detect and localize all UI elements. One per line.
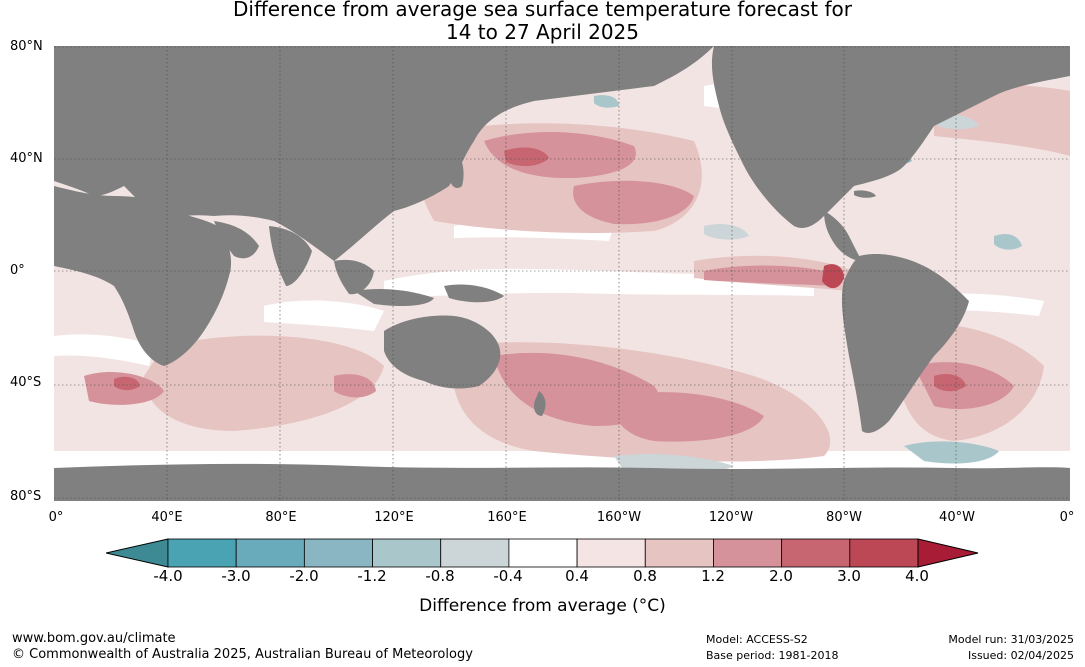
- colorbar-tick-label: -0.8: [425, 567, 455, 585]
- lon-label-80e: 80°E: [265, 510, 297, 525]
- land-masses: [54, 46, 1070, 501]
- colorbar-cell: [235, 538, 305, 568]
- lat-label-80s: 80°S: [10, 489, 42, 504]
- colorbar-cell: [167, 538, 237, 568]
- colorbar-cell: [508, 538, 578, 568]
- lat-label-80n: 80°N: [10, 39, 43, 54]
- colorbar-tick-label: -1.2: [357, 567, 387, 585]
- colorbar-cell: [303, 538, 373, 568]
- sst-anomaly-map: [54, 46, 1070, 501]
- colorbar-tick-label: 3.0: [837, 567, 861, 585]
- footer-copyright: © Commonwealth of Australia 2025, Austra…: [12, 647, 473, 662]
- lon-label-40w: 40°W: [939, 510, 975, 525]
- colorbar-cells: [167, 538, 919, 568]
- colorbar-tick-label: -4.0: [153, 567, 183, 585]
- colorbar-tick-label: 0.4: [565, 567, 589, 585]
- colorbar-tick-label: 4.0: [905, 567, 929, 585]
- lon-label-120e: 120°E: [374, 510, 414, 525]
- lon-label-120w: 120°W: [708, 510, 754, 525]
- footer-model: Model: ACCESS-S2: [706, 633, 808, 646]
- colorbar-arrow-high: [917, 538, 979, 568]
- footer-issued: Issued: 02/04/2025: [967, 649, 1074, 662]
- footer-model-run: Model run: 31/03/2025: [948, 633, 1074, 646]
- lon-label-0-right: 0°: [1059, 510, 1075, 525]
- colorbar-cell: [849, 538, 919, 568]
- lon-label-40e: 40°E: [151, 510, 183, 525]
- lon-label-80w: 80°W: [826, 510, 862, 525]
- footer-url: www.bom.gov.au/climate: [12, 631, 176, 646]
- lat-label-equator: 0°: [10, 263, 25, 278]
- colorbar-cell: [644, 538, 714, 568]
- colorbar-cell: [440, 538, 510, 568]
- graticule: [54, 46, 1070, 501]
- colorbar-tick-label: 1.2: [701, 567, 725, 585]
- colorbar-tick-label: 2.0: [769, 567, 793, 585]
- lon-label-160w: 160°W: [596, 510, 642, 525]
- lon-label-0-left: 0°: [48, 510, 64, 525]
- colorbar-tick-label: 0.8: [633, 567, 657, 585]
- lon-label-160e: 160°E: [487, 510, 527, 525]
- colorbar-cell: [713, 538, 783, 568]
- colorbar-cell: [576, 538, 646, 568]
- colorbar-tick-label: -2.0: [289, 567, 319, 585]
- colorbar: [106, 538, 979, 568]
- colorbar-arrow-low: [106, 538, 169, 568]
- colorbar-title: Difference from average (°C): [419, 596, 666, 616]
- colorbar-cell: [372, 538, 442, 568]
- colorbar-tick-label: -0.4: [493, 567, 523, 585]
- colorbar-cell: [781, 538, 851, 568]
- map-title-line-2: 14 to 27 April 2025: [445, 20, 640, 44]
- colorbar-tick-label: -3.0: [221, 567, 251, 585]
- map-title-line-1: Difference from average sea surface temp…: [232, 0, 852, 21]
- lat-label-40s: 40°S: [10, 375, 42, 390]
- lat-label-40n: 40°N: [10, 151, 43, 166]
- footer-base-period: Base period: 1981-2018: [706, 649, 839, 662]
